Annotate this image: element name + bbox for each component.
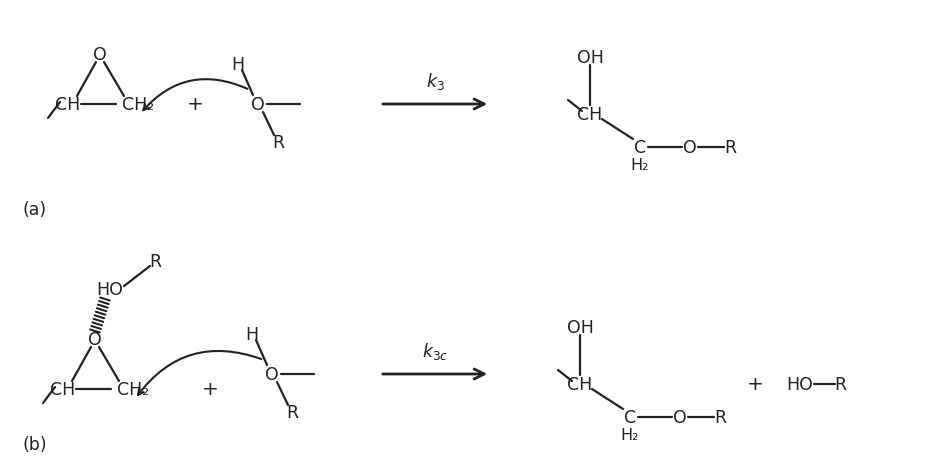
Text: O: O (265, 365, 279, 383)
Text: CH: CH (577, 106, 602, 124)
Text: CH: CH (567, 375, 593, 393)
Text: H₂: H₂ (630, 158, 649, 173)
Text: O: O (88, 330, 102, 348)
Text: R: R (834, 375, 846, 393)
Text: H: H (232, 56, 245, 74)
Text: +: + (746, 375, 763, 394)
Text: R: R (714, 408, 726, 426)
Text: CH₂: CH₂ (117, 380, 149, 398)
Text: C: C (634, 139, 646, 156)
Text: CH₂: CH₂ (122, 96, 154, 114)
Text: +: + (187, 95, 204, 114)
Text: C: C (624, 408, 636, 426)
Text: OH: OH (567, 319, 593, 336)
Text: OH: OH (576, 49, 603, 67)
Text: (b): (b) (22, 435, 47, 453)
Text: R: R (272, 134, 284, 152)
Text: O: O (673, 408, 686, 426)
Text: HO: HO (96, 281, 123, 298)
Text: H: H (246, 325, 259, 343)
Text: O: O (251, 96, 265, 114)
Text: $k_{3c}$: $k_{3c}$ (422, 341, 448, 362)
Text: CH: CH (55, 96, 80, 114)
Text: R: R (286, 403, 298, 421)
Text: +: + (202, 380, 219, 399)
Text: R: R (149, 252, 161, 270)
Text: (a): (a) (22, 200, 46, 219)
Text: HO: HO (786, 375, 814, 393)
Text: H₂: H₂ (621, 427, 639, 443)
Text: $k_3$: $k_3$ (426, 71, 445, 92)
Text: O: O (93, 46, 106, 64)
Text: R: R (724, 139, 736, 156)
Text: O: O (683, 139, 697, 156)
Text: CH: CH (50, 380, 76, 398)
